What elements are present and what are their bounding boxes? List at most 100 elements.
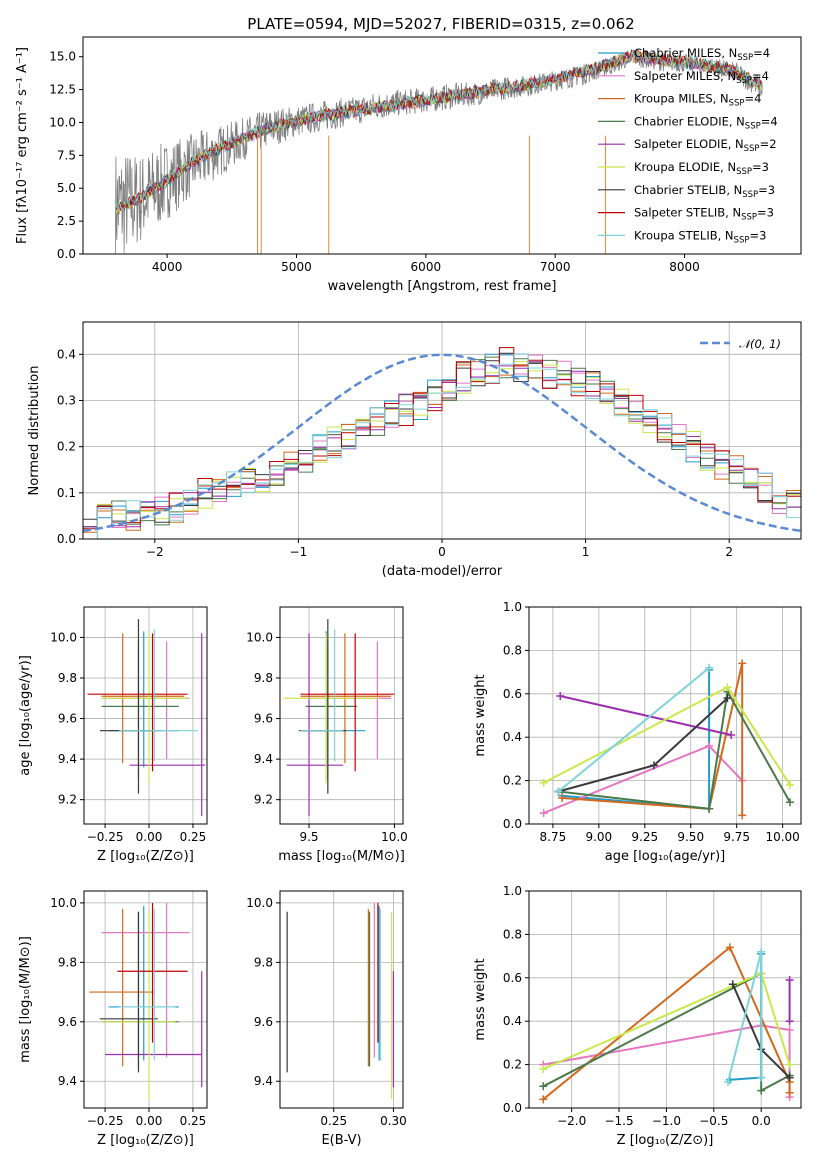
x-axis-label: E(B-V): [321, 1133, 361, 1148]
y-tick-label: 7.5: [57, 148, 76, 162]
y-tick-label: 0.3: [57, 393, 76, 407]
histogram-step: [83, 361, 801, 539]
weight-line: [542, 945, 791, 1101]
x-tick-label: 7000: [540, 260, 571, 274]
axes-frame: [83, 606, 208, 825]
y-tick-label: 9.4: [254, 752, 273, 766]
weight-line: [558, 688, 791, 810]
x-tick-label: 0.25: [180, 1114, 207, 1128]
legend-entry: Chabrier MILES, NSSP=4: [634, 46, 770, 63]
y-tick-label: 0.1: [57, 486, 76, 500]
spectrum-title: PLATE=0594, MJD=52027, FIBERID=0315, z=0…: [247, 15, 634, 33]
x-axis-label: Z [log₁₀(Z/Z⊙)]: [617, 1133, 714, 1148]
x-tick-label: −0.5: [699, 1114, 728, 1128]
y-axis-label: Flux [fλ10⁻¹⁷ erg cm⁻² s⁻¹ A⁻¹]: [15, 47, 30, 244]
plot-area: [83, 347, 801, 539]
legend-entry: Salpeter MILES, NSSP=4: [634, 69, 769, 86]
weight-marker: [556, 691, 565, 700]
axes-spectrum: 4000 5000 6000 7000 8000 0.0 2.5 5.0 7.5 10.0 12.5…: [15, 36, 802, 294]
axes-mass-vs-Z: −0.25 0.00 0.25 9.4 9.6 9.8 10.0 Z [log₁₀(Z/Z⊙)…: [18, 890, 208, 1148]
x-tick-label: 5000: [281, 260, 312, 274]
x-tick-label: 0.30: [380, 1114, 407, 1128]
y-tick-label: 10.0: [50, 630, 77, 644]
x-tick-label: 9.25: [631, 830, 658, 844]
y-tick-label: 0.0: [57, 247, 76, 261]
x-tick-label: 9.5: [299, 830, 318, 844]
x-tick-label: 6000: [411, 260, 442, 274]
weight-line: [557, 667, 710, 793]
weight-marker: [785, 780, 794, 789]
model-spectrum-line: [114, 50, 763, 215]
weight-marker: [785, 975, 794, 984]
y-tick-label: 0.4: [57, 347, 76, 361]
weight-marker: [539, 778, 548, 787]
x-axis-label: Z [log₁₀(Z/Z⊙)]: [97, 849, 194, 864]
plot-area: [539, 659, 794, 820]
axes-weight-vs-age: 8.75 9.00 9.25 9.50 9.75 10.00 0.0 0.2 0.4 0.6 0.8…: [473, 600, 802, 864]
y-tick-label: 1.0: [503, 884, 522, 898]
plot-area: [539, 943, 794, 1104]
model-spectrum-line: [114, 48, 763, 211]
x-tick-label: −0.25: [87, 1114, 124, 1128]
weight-marker: [723, 694, 732, 703]
y-tick-label: 5.0: [57, 181, 76, 195]
y-tick-label: 15.0: [49, 50, 76, 64]
axes-frame: [528, 606, 802, 825]
axes-frame: [82, 36, 802, 255]
x-tick-label: −2: [146, 545, 164, 559]
y-axis-label: age [log₁₀(age/yr)]: [18, 655, 33, 776]
plot-area: [283, 619, 395, 816]
weight-marker: [785, 1017, 794, 1026]
weight-marker: [705, 804, 714, 813]
y-axis-label: mass weight: [473, 674, 488, 756]
y-tick-label: 2.5: [57, 214, 76, 228]
histogram-step: [83, 361, 801, 539]
y-tick-label: 9.4: [254, 1074, 273, 1088]
axes-frame: [82, 321, 802, 540]
weight-marker: [738, 659, 747, 668]
y-tick-label: 0.0: [503, 1101, 522, 1115]
x-tick-label: −0.25: [87, 830, 124, 844]
weight-line: [562, 663, 744, 816]
axes-frame: [528, 890, 802, 1109]
y-tick-label: 9.2: [58, 793, 77, 807]
y-tick-label: 9.2: [254, 793, 273, 807]
weight-marker: [539, 1082, 548, 1091]
weight-marker: [738, 811, 747, 820]
x-tick-label: 0.00: [136, 1114, 163, 1128]
axes-frame: [83, 890, 208, 1109]
legend-entry: Kroupa MILES, NSSP=4: [634, 92, 761, 109]
legend-entry: 𝒩(0, 1): [739, 337, 781, 351]
weight-marker: [723, 683, 732, 692]
x-tick-label: 0.25: [320, 1114, 347, 1128]
weight-marker: [649, 761, 658, 770]
y-tick-label: 0.2: [503, 1058, 522, 1072]
x-tick-label: 0.0: [752, 1114, 771, 1128]
histogram-step: [83, 361, 801, 539]
x-axis-label: (data-model)/error: [382, 564, 503, 579]
plot-area: [114, 48, 763, 254]
x-tick-label: −1.0: [652, 1114, 681, 1128]
weight-marker: [554, 787, 563, 796]
x-tick-label: 8000: [669, 260, 700, 274]
weight-marker: [757, 947, 766, 956]
axes-weight-vs-Z: −2.0 −1.5 −1.0 −0.5 0.0 0.0 0.2 0.4 0.6 0.8 1.0 Z […: [473, 884, 802, 1148]
weight-marker: [728, 980, 737, 989]
y-tick-label: 0.8: [503, 643, 522, 657]
model-spectrum-line: [114, 49, 763, 211]
y-tick-label: 9.8: [254, 671, 273, 685]
y-tick-label: 0.0: [503, 817, 522, 831]
weight-marker: [785, 1073, 794, 1082]
x-tick-label: 9.50: [677, 830, 704, 844]
legend-entry: Salpeter STELIB, NSSP=3: [634, 206, 774, 223]
y-axis-label: mass weight: [473, 958, 488, 1040]
weight-line: [559, 695, 732, 736]
y-tick-label: 0.6: [503, 687, 522, 701]
y-axis-label: Normed distribution: [27, 366, 42, 496]
y-tick-label: 9.8: [58, 955, 77, 969]
weight-marker: [705, 741, 714, 750]
weight-marker: [785, 1088, 794, 1097]
axes-residuals: −2 −1 0 1 2 0.0 0.1 0.2 0.3 0.4 (data-model)/error…: [27, 321, 802, 579]
x-tick-label: 1: [582, 545, 590, 559]
x-axis-label: age [log₁₀(age/yr)]: [605, 849, 726, 864]
